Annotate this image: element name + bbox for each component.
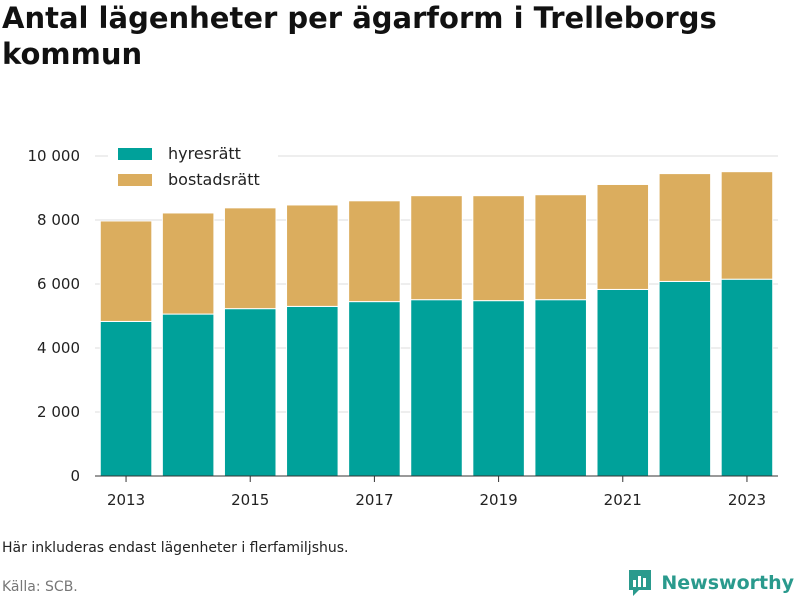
- bar-bostadsrätt-2013: [99, 220, 153, 322]
- legend-swatch-hyresrätt: [118, 148, 152, 160]
- legend-swatch-bostadsrätt: [118, 174, 152, 186]
- bar-bostadsrätt-2019: [472, 195, 525, 302]
- newsworthy-logo-icon: [629, 570, 652, 596]
- bar-bostadsrätt-2014: [161, 212, 215, 315]
- bar-hyresrätt-2013: [99, 320, 153, 477]
- bar-hyresrätt-2022: [658, 280, 712, 477]
- chart-source: Källa: SCB.: [2, 579, 78, 595]
- bar-hyresrätt-2016: [286, 305, 339, 477]
- bar-hyresrätt-2017: [348, 301, 401, 477]
- y-tick-label: 8 000: [37, 211, 80, 229]
- x-tick-label: 2019: [479, 491, 517, 509]
- brand-name: Newsworthy: [661, 572, 794, 594]
- y-tick-label: 0: [70, 467, 80, 485]
- y-tick-label: 10 000: [28, 147, 81, 165]
- x-tick-label: 2021: [604, 491, 642, 509]
- bar-bostadsrätt-2022: [658, 173, 712, 282]
- bar-bostadsrätt-2020: [534, 194, 587, 301]
- legend-label-bostadsrätt: bostadsrätt: [168, 170, 260, 189]
- y-tick-label: 2 000: [37, 403, 80, 421]
- bar-hyresrätt-2014: [161, 313, 215, 477]
- chart-note: Här inkluderas endast lägenheter i flerf…: [2, 540, 349, 556]
- legend-label-hyresrätt: hyresrätt: [168, 144, 241, 163]
- brand-logo: Newsworthy: [627, 568, 794, 598]
- x-tick-label: 2023: [728, 491, 766, 509]
- bar-bostadsrätt-2016: [286, 204, 339, 307]
- bar-hyresrätt-2023: [720, 278, 774, 477]
- bar-hyresrätt-2018: [410, 299, 463, 477]
- x-tick-label: 2013: [107, 491, 145, 509]
- bar-bostadsrätt-2017: [348, 200, 401, 303]
- y-tick-label: 4 000: [37, 339, 80, 357]
- bar-bostadsrätt-2021: [596, 183, 650, 290]
- bar-bostadsrätt-2018: [410, 195, 463, 301]
- x-tick-label: 2017: [355, 491, 393, 509]
- bar-bostadsrätt-2023: [720, 171, 774, 280]
- y-tick-label: 6 000: [37, 275, 80, 293]
- x-tick-label: 2015: [231, 491, 269, 509]
- bar-hyresrätt-2019: [472, 300, 525, 477]
- bar-bostadsrätt-2015: [223, 207, 277, 310]
- bar-hyresrätt-2021: [596, 288, 650, 477]
- chart-title: Antal lägenheter per ägarform i Trellebo…: [2, 1, 717, 71]
- bar-hyresrätt-2020: [534, 299, 587, 477]
- bar-hyresrätt-2015: [223, 308, 277, 477]
